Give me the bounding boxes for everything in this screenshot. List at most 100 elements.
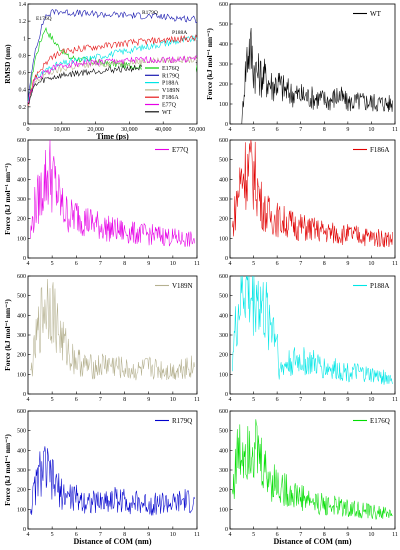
x-tick-label: 10 [170, 397, 176, 403]
x-tick-label: 10,000 [54, 127, 71, 133]
y-tick-label: 0 [225, 527, 228, 533]
y-tick-label: 0 [225, 392, 228, 398]
x-tick-label: 11 [194, 261, 200, 267]
annotation-label: E176Q [36, 16, 52, 22]
x-tick-label: 8 [123, 397, 126, 403]
y-tick-label: 300 [17, 197, 26, 203]
x-tick-label: 8 [123, 261, 126, 267]
series-line-E77Q [27, 55, 198, 104]
y-tick-label: 400 [17, 448, 26, 454]
y-tick-label: 0 [225, 256, 228, 262]
x-tick-label: 5 [51, 532, 54, 538]
x-tick-label: 9 [346, 397, 349, 403]
y-tick-label: 300 [17, 468, 26, 474]
x-tick-label: 5 [252, 397, 255, 403]
x-tick-label: 6 [276, 532, 279, 538]
x-tick-label: 9 [346, 532, 349, 538]
x-tick-label: 30,000 [121, 127, 138, 133]
y-tick-label: 100 [17, 372, 26, 378]
x-tick-label: 11 [194, 397, 200, 403]
legend-label: P188A [370, 282, 389, 290]
legend-label: R179Q [162, 73, 180, 79]
x-tick-label: 11 [194, 532, 200, 538]
legend-label: R179Q [172, 417, 192, 425]
y-tick-label: 600 [219, 274, 228, 280]
legend-label: E176Q [370, 417, 390, 425]
y-tick-label: 400 [219, 177, 228, 183]
y-tick-label: 200 [219, 217, 228, 223]
x-tick-label: 4 [229, 397, 232, 403]
legend-label: P188A [162, 81, 179, 87]
y-tick-label: 100 [219, 236, 228, 242]
x-tick-label: 5 [51, 397, 54, 403]
x-tick-label: 5 [252, 127, 255, 133]
x-tick-label: 5 [51, 261, 54, 267]
y-tick-label: 1.2 [19, 19, 27, 25]
chart-rmsd: 0 10,000 20,000 30,000 40,000 50,000 0 0.2 0.4 0.… [3, 2, 205, 141]
chart-e176q: 4 5 6 7 8 9 10 11 0 100 200 300 400 500 600 Distance of… [219, 409, 398, 546]
x-tick-label: 4 [27, 261, 30, 267]
series-line-F186A [232, 139, 393, 248]
y-tick-label: 1 [23, 36, 26, 42]
y-tick-label: 200 [17, 353, 26, 359]
x-tick-label: 9 [147, 532, 150, 538]
y-tick-label: 1.4 [19, 2, 27, 8]
y-tick-label: 100 [219, 507, 228, 513]
y-tick-label: 400 [17, 313, 26, 319]
x-tick-label: 40,000 [155, 127, 172, 133]
y-tick-label: 500 [219, 429, 228, 435]
annotation-label: R179Q [142, 10, 158, 16]
y-tick-label: 400 [17, 177, 26, 183]
legend-label: V189N [162, 88, 180, 94]
y-tick-label: 0 [23, 392, 26, 398]
y-tick-label: 0 [23, 256, 26, 262]
x-tick-label: 10 [368, 261, 374, 267]
x-axis-label: Distance of COM (nm) [274, 537, 352, 546]
y-axis-label: Force (kJ mol⁻¹ nm⁻¹) [205, 28, 214, 100]
legend-label: V189N [172, 282, 193, 290]
x-tick-label: 6 [276, 127, 279, 133]
x-tick-label: 5 [252, 532, 255, 538]
x-tick-label: 7 [299, 532, 302, 538]
x-tick-label: 6 [276, 261, 279, 267]
y-tick-label: 600 [219, 409, 228, 415]
legend-label: E77Q [172, 146, 188, 154]
series-line-V189N [30, 278, 195, 381]
y-tick-label: 600 [17, 409, 26, 415]
y-tick-label: 600 [219, 2, 228, 8]
x-tick-label: 8 [323, 397, 326, 403]
y-tick-label: 200 [17, 488, 26, 494]
annotation-label: P188A [172, 30, 187, 36]
y-tick-label: 0.2 [19, 105, 27, 111]
chart-wt: 4 5 6 7 8 9 10 11 0 100 200 300 400 500 600 Force (kJ m… [205, 2, 398, 133]
x-tick-label: 6 [75, 397, 78, 403]
y-axis-label: Force (kJ mol⁻¹ nm⁻¹) [3, 299, 12, 371]
y-tick-label: 400 [219, 42, 228, 48]
chart-p188a: 4 5 6 7 8 9 10 11 0 100 200 300 400 500 600 P188A [219, 274, 398, 403]
series-line-E77Q [30, 139, 195, 247]
legend-label: F186A [370, 146, 389, 154]
series-line-WT [241, 27, 393, 125]
x-tick-label: 11 [392, 261, 398, 267]
series-line-F186A [27, 34, 198, 107]
legend-label: WT [370, 10, 382, 18]
x-tick-label: 50,000 [189, 127, 206, 133]
x-tick-label: 6 [276, 397, 279, 403]
legend-label: E176Q [162, 66, 180, 72]
y-tick-label: 300 [219, 333, 228, 339]
x-tick-label: 9 [346, 127, 349, 133]
y-tick-label: 200 [219, 353, 228, 359]
x-tick-label: 4 [229, 261, 232, 267]
y-tick-label: 200 [219, 488, 228, 494]
x-tick-label: 9 [147, 261, 150, 267]
y-tick-label: 0 [23, 122, 26, 128]
series-line-R179Q [30, 446, 195, 516]
plot-frame [229, 3, 396, 125]
y-axis-label: Force (kJ mol⁻¹ nm⁻¹) [3, 434, 12, 506]
x-tick-label: 11 [392, 127, 398, 133]
series-line-P188A [232, 275, 393, 385]
y-tick-label: 300 [219, 62, 228, 68]
x-axis-label: Time (ps) [96, 132, 129, 141]
